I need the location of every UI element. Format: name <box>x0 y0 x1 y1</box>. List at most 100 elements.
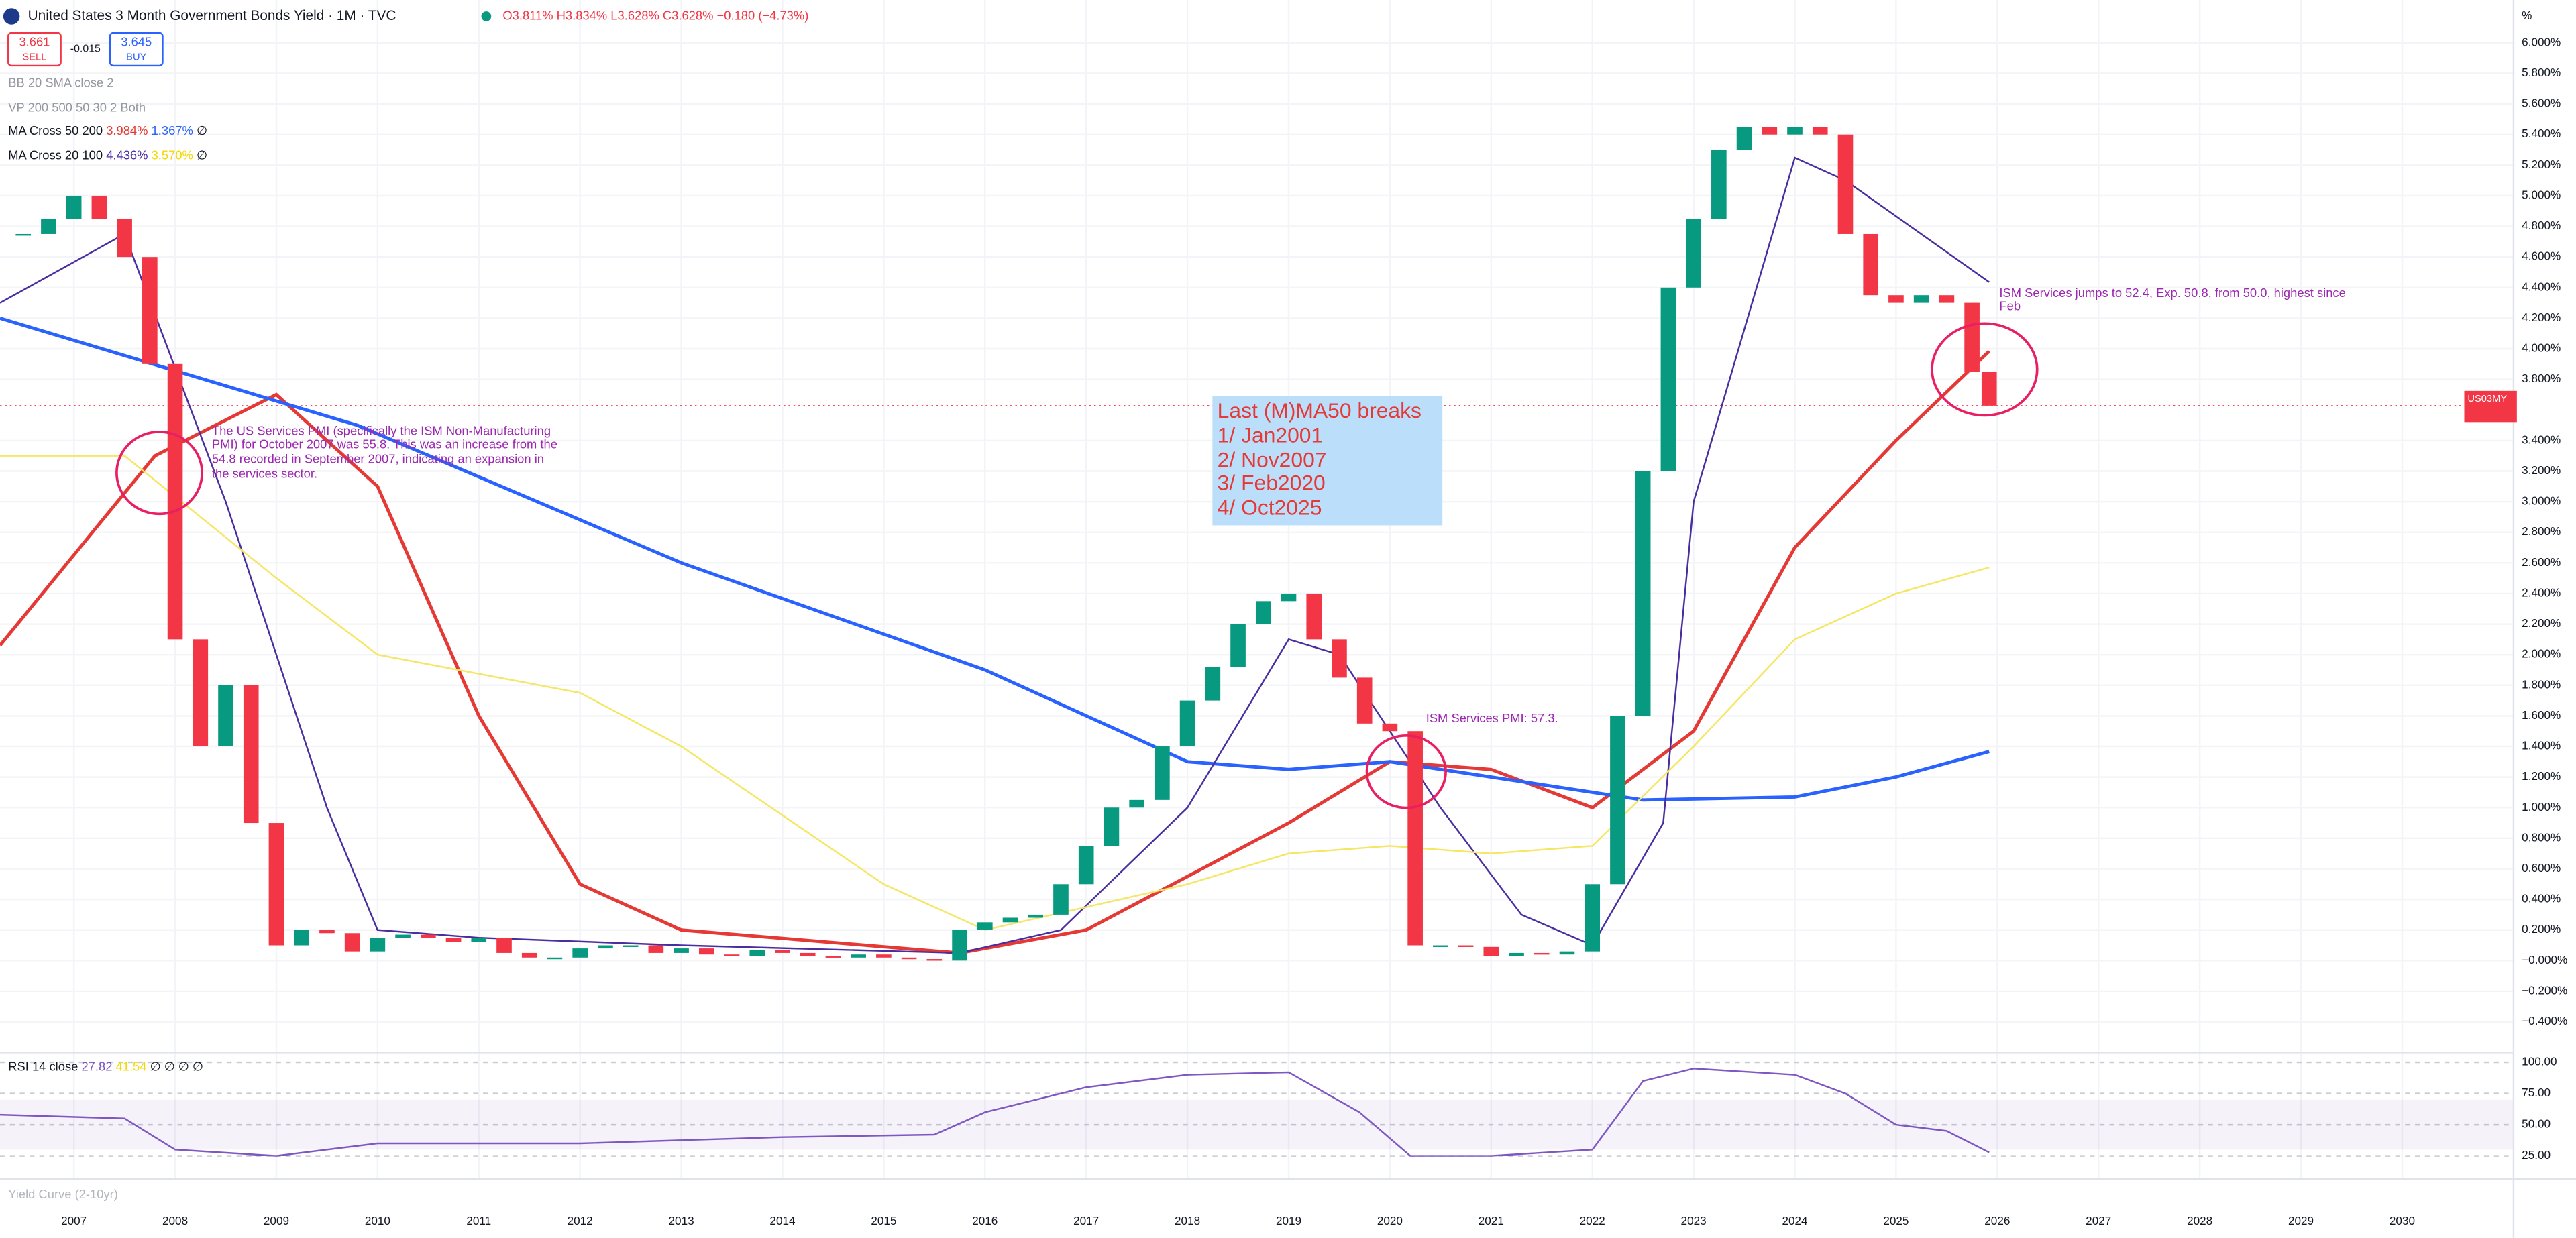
candle <box>91 195 107 219</box>
candle <box>1610 716 1625 885</box>
x-tick-label: 2022 <box>1580 1214 1605 1227</box>
y-tick-label: 1.200% <box>2522 769 2561 783</box>
candle <box>851 954 866 958</box>
highlight-circle <box>1365 734 1447 809</box>
candle <box>1179 700 1195 747</box>
candle <box>193 639 209 747</box>
y-tick-label: −0.200% <box>2522 983 2567 997</box>
indicator-value: 4.436% <box>106 148 148 162</box>
candle <box>1078 846 1094 885</box>
candle <box>243 685 259 824</box>
price-label-bg <box>2464 390 2517 423</box>
candle <box>167 363 183 640</box>
candle <box>1888 295 1904 303</box>
highlight-circle <box>115 431 204 516</box>
sell-button[interactable] <box>7 32 62 67</box>
candle <box>1585 884 1601 952</box>
candle <box>598 945 613 949</box>
y-tick-label: 2.000% <box>2522 647 2561 661</box>
y-tick-label: 4.800% <box>2522 219 2561 232</box>
indicator-value: 3.984% <box>106 123 148 137</box>
candle <box>1711 150 1727 219</box>
indicator-flag: ∅ <box>197 148 207 162</box>
x-tick-label: 2014 <box>769 1214 796 1227</box>
indicator-value: 1.367% <box>152 123 193 137</box>
y-tick-label: 3.400% <box>2522 433 2561 446</box>
candle <box>1483 946 1499 956</box>
x-tick-label: 2018 <box>1175 1214 1200 1227</box>
x-tick-label: 2015 <box>871 1214 896 1227</box>
candle <box>724 954 740 956</box>
indicator: MA Cross 20 100 4.436% 3.570% ∅ <box>8 148 207 162</box>
sell-price: 3.661 <box>19 35 50 49</box>
indicator-flag: ∅ ∅ ∅ ∅ <box>150 1059 203 1073</box>
x-tick-label: 2026 <box>1984 1214 2010 1227</box>
y-tick-label: 0.200% <box>2522 922 2561 936</box>
y-tick-label: −0.000% <box>2522 953 2567 966</box>
status-dot <box>481 11 492 21</box>
annotation-line: PMI) for October 2007 was 55.8. This was… <box>212 437 557 451</box>
x-tick-label: 2028 <box>2187 1214 2212 1227</box>
candle <box>825 956 841 958</box>
candle <box>1812 127 1828 135</box>
y-tick-label: 4.200% <box>2522 311 2561 324</box>
price-label-symbol: US03MY <box>2467 394 2507 404</box>
candle <box>648 945 664 953</box>
y-tick-label: 1.400% <box>2522 739 2561 752</box>
annotation-line: Last (M)MA50 breaks <box>1218 398 1421 423</box>
candle <box>1837 134 1854 234</box>
annotation-line: 1/ Jan2001 <box>1218 423 1324 447</box>
x-tick-label: 2023 <box>1681 1214 1707 1227</box>
x-tick-label: 2021 <box>1479 1214 1504 1227</box>
candle <box>1939 295 1955 303</box>
moving-average <box>0 455 1990 931</box>
title: United States 3 Month Government Bonds Y… <box>28 8 396 23</box>
x-tick-label: 2009 <box>264 1214 289 1227</box>
x-tick-label: 2007 <box>61 1214 87 1227</box>
candle <box>698 948 714 955</box>
candle <box>294 930 310 946</box>
candle <box>218 685 233 747</box>
x-tick-label: 2016 <box>972 1214 998 1227</box>
highlight-circle <box>1931 322 2039 417</box>
x-tick-label: 2029 <box>2288 1214 2314 1227</box>
candle <box>370 938 386 952</box>
candle <box>66 195 82 219</box>
indicator-name: RSI 14 close <box>8 1059 78 1073</box>
candle <box>1306 593 1322 640</box>
candle <box>926 959 943 961</box>
symbol-icon <box>3 8 20 25</box>
candle <box>1458 945 1474 947</box>
candle <box>1407 731 1423 946</box>
y-tick-label: 2.800% <box>2522 524 2561 538</box>
annotation-line: the services sector. <box>212 466 317 480</box>
sell-label: SELL <box>22 52 46 63</box>
annotation-line: ISM Services PMI: 57.3. <box>1426 711 1558 725</box>
x-tick-label: 2013 <box>669 1214 694 1227</box>
candle <box>1205 667 1221 701</box>
y-tick-label: 3.200% <box>2522 463 2561 477</box>
candle <box>749 950 765 956</box>
indicator-name: MA Cross 50 200 <box>8 123 103 137</box>
y-tick-label: 2.400% <box>2522 585 2561 599</box>
candle <box>142 257 158 364</box>
candle <box>1913 295 1929 303</box>
y-tick-label: 5.000% <box>2522 188 2561 201</box>
x-tick-label: 2020 <box>1377 1214 1403 1227</box>
y-tick-label: 1.800% <box>2522 677 2561 691</box>
y-tick-label: 5.600% <box>2522 97 2561 110</box>
x-tick-label: 2012 <box>568 1214 593 1227</box>
y-tick-label: 3.800% <box>2522 372 2561 385</box>
annotation-line: 4/ Oct2025 <box>1218 495 1322 519</box>
price-label-countdown: 19d 8h <box>2520 408 2551 419</box>
y-tick-label: 0.600% <box>2522 861 2561 875</box>
candle <box>1559 951 1575 955</box>
candle <box>268 823 284 946</box>
x-tick-label: 2019 <box>1276 1214 1301 1227</box>
candle <box>623 945 639 947</box>
candle <box>572 948 588 958</box>
y-tick-label: 1.600% <box>2522 708 2561 722</box>
candle <box>1534 952 1550 955</box>
axis-unit: % <box>2522 9 2532 22</box>
buy-button[interactable] <box>109 32 164 67</box>
